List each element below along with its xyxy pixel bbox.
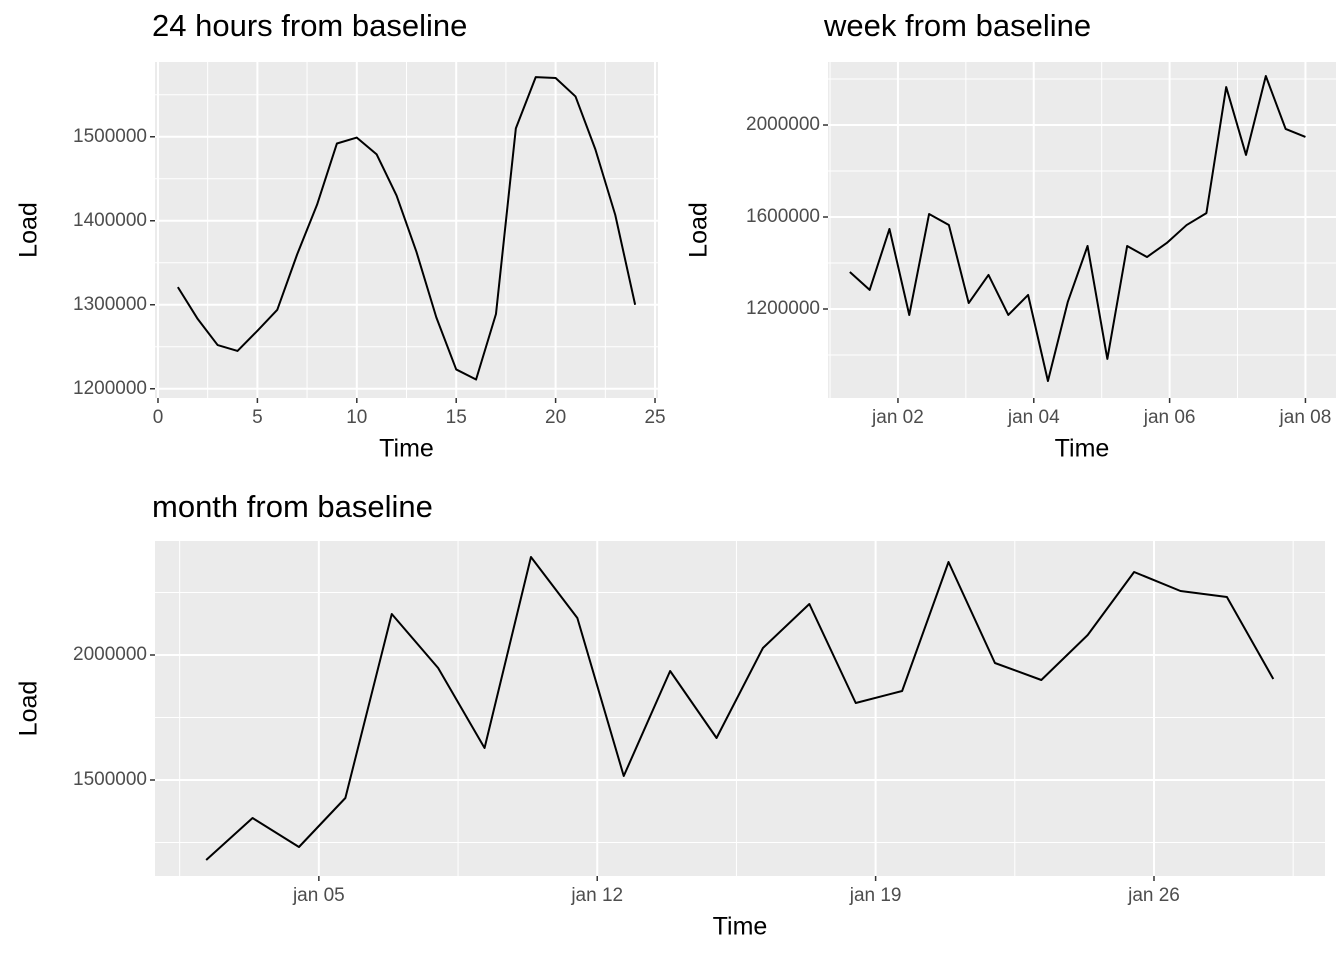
- y-tick-label: 1500000: [73, 769, 147, 790]
- y-tick-label: 1300000: [73, 294, 147, 315]
- y-axis-title: Load: [15, 681, 43, 737]
- x-tick-label: jan 19: [849, 885, 902, 906]
- y-tick-label: 1500000: [73, 126, 147, 147]
- x-tick-label: jan 12: [570, 885, 623, 906]
- data-line: [177, 76, 637, 381]
- chart-title: week from baseline: [823, 8, 1091, 43]
- data-line: [205, 556, 1275, 861]
- x-tick-label: jan 04: [1007, 407, 1060, 428]
- x-axis-title: Time: [1055, 435, 1110, 463]
- y-tick-label: 1600000: [746, 206, 820, 227]
- x-tick-label: jan 06: [1143, 407, 1196, 428]
- x-tick-label: jan 05: [292, 885, 345, 906]
- y-axis-title: Load: [15, 202, 43, 258]
- x-tick-label: 20: [545, 407, 566, 428]
- panel-background: [155, 541, 1325, 876]
- x-tick-label: jan 02: [871, 407, 924, 428]
- x-tick-label: 5: [252, 407, 263, 428]
- x-tick-label: jan 08: [1279, 407, 1332, 428]
- y-tick-label: 1400000: [73, 210, 147, 231]
- chart-title: 24 hours from baseline: [152, 8, 467, 43]
- x-tick-label: 25: [644, 407, 665, 428]
- y-axis-title: Load: [685, 202, 713, 258]
- y-tick-label: 2000000: [73, 644, 147, 665]
- x-axis-title: Time: [379, 435, 434, 463]
- x-tick-label: 0: [153, 407, 164, 428]
- data-line: [849, 75, 1306, 382]
- y-tick-label: 1200000: [746, 298, 820, 319]
- y-tick-label: 1200000: [73, 378, 147, 399]
- chart-title: month from baseline: [152, 489, 433, 524]
- x-axis-title: Time: [713, 913, 768, 941]
- x-tick-label: 10: [346, 407, 367, 428]
- y-tick-label: 2000000: [746, 114, 820, 135]
- x-tick-label: jan 26: [1127, 885, 1180, 906]
- x-tick-label: 15: [446, 407, 467, 428]
- panel-background: [828, 62, 1336, 398]
